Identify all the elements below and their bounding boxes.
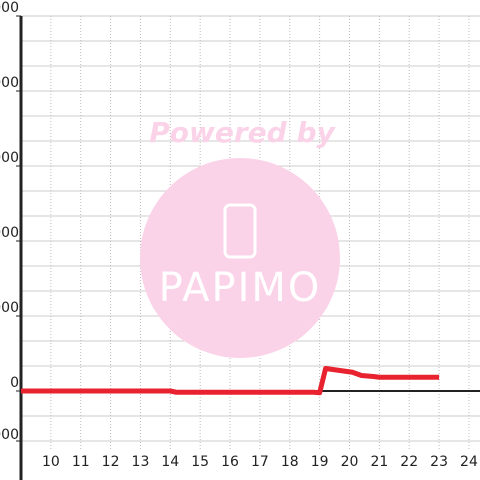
x-tick-label: 13: [132, 454, 150, 470]
watermark: Powered by PAPIMO: [140, 116, 340, 358]
watermark-text: Powered by: [149, 116, 336, 149]
watermark-text: PAPIMO: [159, 265, 322, 311]
x-tick-label: 12: [102, 454, 120, 470]
x-tick-label: 15: [191, 454, 209, 470]
x-tick-label: 20: [341, 454, 359, 470]
y-tick-label: 60,000: [0, 225, 19, 241]
x-tick-label: 21: [370, 454, 388, 470]
x-tick-label: 17: [251, 454, 269, 470]
y-tick-label: 0: [10, 375, 19, 391]
x-tick-label: 18: [281, 454, 299, 470]
y-tick-label: -20,000: [0, 427, 19, 443]
x-tick-label: 24: [460, 454, 478, 470]
x-tick-label: 14: [161, 454, 179, 470]
x-tick-label: 10: [42, 454, 60, 470]
y-tick-label: 150,000: [0, 0, 19, 16]
data-line: [21, 366, 440, 396]
x-tick-label: 22: [400, 454, 418, 470]
y-tick-label: 30,000: [0, 300, 19, 316]
y-tick-label: 90,000: [0, 150, 19, 166]
x-tick-label: 19: [311, 454, 329, 470]
x-tick-label: 23: [430, 454, 448, 470]
watermark-phone: [223, 203, 257, 259]
x-tick-label: 11: [72, 454, 90, 470]
x-tick-label: 16: [221, 454, 239, 470]
y-tick-label: 120,000: [0, 75, 19, 91]
